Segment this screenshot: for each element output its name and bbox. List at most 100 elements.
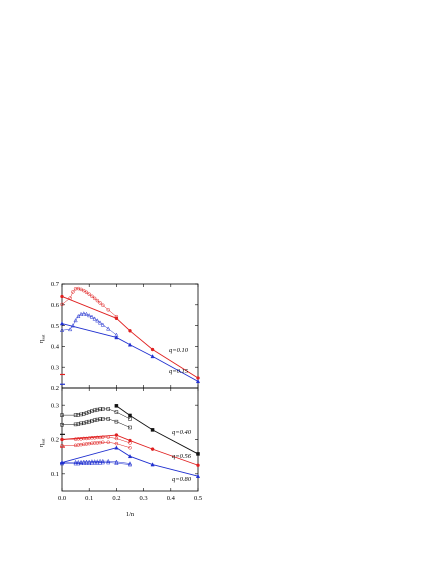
data-point-q015_solid: [195, 378, 201, 384]
data-point-q040_open2: [128, 425, 132, 430]
data-point-q015_open: [114, 332, 119, 337]
data-point-q040_open: [82, 412, 86, 416]
x-tick-label: 0.3: [140, 495, 148, 502]
y-tick-label: 0.2: [51, 385, 59, 392]
data-point-q040_open2: [87, 419, 91, 424]
data-point-q056_open2: [76, 443, 81, 447]
y-tick-label: 0.3: [51, 364, 59, 371]
data-point-q056_open: [101, 435, 105, 439]
x-tick-label: 0.5: [194, 495, 202, 502]
series-line-q040_solid: [116, 405, 199, 455]
data-point-q056_open: [82, 436, 86, 441]
data-point-q040_open2: [101, 417, 105, 421]
data-point-q040_open: [87, 410, 91, 414]
data-point-q056_open2: [87, 441, 91, 446]
data-point-q040_open2: [92, 418, 97, 423]
x-tick-label: 0.0: [58, 495, 66, 502]
data-point-q015_solid: [59, 321, 65, 326]
data-point-q040_solid: [114, 404, 119, 408]
data-point-q080_open2: [73, 461, 78, 466]
data-point-q015_open: [100, 322, 105, 327]
series-line-q056_open2: [61, 441, 131, 448]
bottom-ylabel-sub: sat: [41, 438, 46, 444]
data-point-q056_open: [90, 436, 94, 440]
data-point-q056_open: [79, 437, 83, 441]
annotation-q080: q=0.80: [172, 476, 192, 483]
data-point-q015_open: [87, 313, 92, 318]
data-point-q010_solid: [128, 329, 132, 333]
data-point-q015_open: [89, 314, 95, 319]
data-point-q080_open2: [87, 460, 92, 465]
data-point-q056_solid: [128, 438, 132, 443]
data-point-q056_open: [73, 437, 78, 441]
data-point-q080_open2: [95, 460, 100, 465]
data-point-q015_open: [78, 311, 84, 316]
y-tick-label: 0.2: [51, 437, 59, 444]
data-point-q056_open: [95, 435, 100, 440]
top-ylabel: ηsat: [38, 334, 46, 343]
data-point-q015_open: [97, 320, 103, 325]
data-point-q056_open2: [73, 443, 78, 448]
data-point-q040_open: [106, 407, 110, 411]
data-point-q056_open2: [106, 440, 110, 444]
data-point-q010_open: [92, 296, 97, 301]
data-point-q056_open2: [101, 440, 105, 444]
data-point-q080_solid: [114, 445, 119, 450]
data-point-q040_open: [101, 407, 105, 411]
y-tick-label: 0.4: [51, 344, 60, 351]
top-y-ticks: 0.2 0.3 0.4 0.5 0.6 0.7: [51, 281, 198, 392]
data-point-q010_open: [71, 290, 75, 294]
data-point-q040_open2: [106, 417, 110, 421]
data-point-q040_open: [95, 407, 100, 412]
data-point-q040_solid: [150, 428, 155, 432]
data-point-q040_open: [114, 410, 119, 414]
data-point-q080_open2: [78, 460, 84, 465]
data-point-q015_open: [81, 311, 86, 316]
annotation-q056: q=0.56: [172, 453, 192, 460]
data-point-q056_open2: [98, 440, 102, 445]
data-point-q056_open: [84, 436, 89, 441]
data-point-q040_open: [98, 407, 102, 412]
data-point-q080_solid: [150, 462, 155, 467]
y-tick-label: 0.7: [51, 281, 60, 288]
data-point-q056_open2: [82, 442, 86, 447]
data-point-q040_open: [90, 409, 94, 413]
data-point-q056_open2: [95, 441, 100, 445]
data-point-q040_open2: [84, 420, 89, 425]
data-point-q040_open2: [95, 417, 100, 422]
data-point-q080_open2: [89, 460, 95, 465]
data-point-q056_solid: [196, 463, 200, 467]
data-point-q010_open: [95, 298, 100, 303]
data-point-q040_open2: [60, 422, 64, 427]
data-point-q010_open: [98, 301, 102, 305]
x-ticks: 0.0 0.1 0.2 0.3 0.4 0.5: [58, 284, 202, 502]
data-point-q040_open: [92, 408, 97, 413]
data-point-q010_open: [101, 303, 105, 307]
data-point-q010_open: [114, 314, 119, 319]
data-point-q040_open2: [98, 417, 102, 421]
data-point-q040_open2: [82, 421, 86, 425]
data-point-q056_open2: [90, 441, 94, 446]
annotation-q010: q=0.10: [169, 347, 189, 354]
top-plot-area: [59, 286, 201, 385]
data-point-q010_open: [73, 287, 78, 291]
data-point-q056_solid: [150, 447, 155, 451]
data-point-q056_open2: [79, 442, 83, 447]
data-point-q015_open: [92, 316, 97, 321]
data-point-q015_open: [59, 327, 65, 332]
series-line-q040_open2: [61, 418, 131, 428]
data-point-q056_open2: [128, 445, 132, 450]
data-point-q040_open2: [76, 422, 81, 426]
data-point-q080_open2: [97, 460, 103, 465]
data-point-q015_open: [70, 323, 75, 328]
data-point-q015_open: [73, 318, 78, 323]
bottom-ylabel-main: η: [38, 443, 45, 447]
bottom-y-ticks: 0.1 0.2 0.3: [51, 402, 198, 478]
data-point-q015_open: [84, 311, 89, 316]
data-point-q080_open2: [81, 460, 86, 465]
data-point-q080_open2: [114, 460, 119, 465]
data-point-q040_open: [128, 417, 132, 421]
data-point-q015_solid: [127, 342, 133, 347]
y-tick-label: 0.5: [51, 323, 59, 330]
data-point-q056_open2: [84, 442, 89, 446]
